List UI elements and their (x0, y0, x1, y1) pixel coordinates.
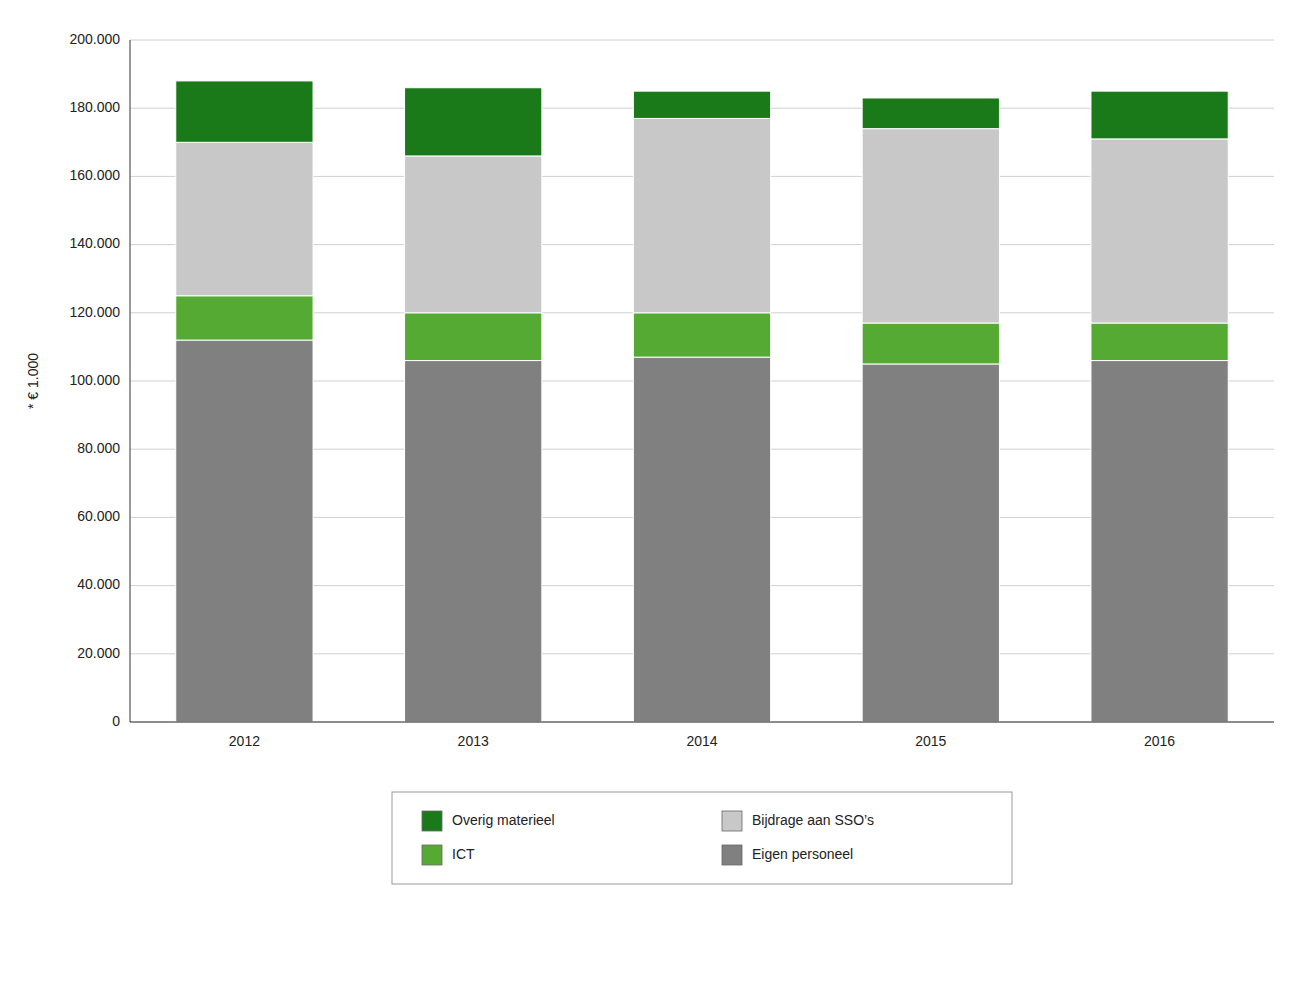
legend-label: Bijdrage aan SSO’s (752, 812, 874, 828)
x-axis-line (130, 722, 1274, 723)
page: {"chart_data": {"type": "bar", "stacked"… (0, 0, 1314, 982)
y-tick-label: 180.000 (69, 99, 120, 115)
legend-label: ICT (452, 846, 475, 862)
bar-segment (1091, 91, 1228, 139)
y-tick-label: 140.000 (69, 235, 120, 251)
y-tick-label: 120.000 (69, 304, 120, 320)
y-tick-label: 20.000 (77, 645, 120, 661)
bar-segment (633, 91, 770, 118)
chart-container: 0 20.000 40.000 60.000 80.000 100.000 120.000 1… (0, 0, 1314, 982)
legend-swatch (422, 811, 442, 831)
y-ticks: 0 20.000 40.000 60.000 80.000 100.000 120.000 1… (69, 31, 120, 729)
bar-segment (176, 81, 313, 142)
bar-segment (176, 340, 313, 722)
bar-segment (176, 142, 313, 295)
bar-segment (405, 88, 542, 156)
x-ticks: 2012 2013 2014 2015 2016 (229, 733, 1176, 749)
y-tick-label: 0 (112, 713, 120, 729)
y-axis-label: * € 1.000 (25, 353, 41, 409)
y-axis-line (130, 40, 131, 722)
x-tick-label: 2016 (1144, 733, 1175, 749)
y-tick-label: 160.000 (69, 167, 120, 183)
y-tick-label: 80.000 (77, 440, 120, 456)
x-tick-label: 2014 (686, 733, 717, 749)
bar-segment (1091, 361, 1228, 722)
legend-label: Eigen personeel (752, 846, 853, 862)
legend-swatch (422, 845, 442, 865)
bar-segment (862, 323, 999, 364)
grid-line (130, 722, 1274, 723)
bar-segment (1091, 139, 1228, 323)
x-tick-label: 2012 (229, 733, 260, 749)
bars (176, 81, 1228, 722)
bar-segment (176, 296, 313, 340)
bar-segment (405, 313, 542, 361)
bar-segment (1091, 323, 1228, 361)
chart-svg: 0 20.000 40.000 60.000 80.000 100.000 120.000 1… (0, 0, 1314, 982)
bar-segment (862, 364, 999, 722)
x-tick-label: 2013 (458, 733, 489, 749)
bar-segment (633, 118, 770, 312)
grid (130, 40, 1274, 722)
legend-label: Overig materieel (452, 812, 555, 828)
bar-segment (862, 129, 999, 323)
y-tick-label: 60.000 (77, 508, 120, 524)
bar-segment (405, 156, 542, 313)
y-tick-label: 200.000 (69, 31, 120, 47)
x-tick-label: 2015 (915, 733, 946, 749)
bar-segment (405, 361, 542, 722)
y-tick-label: 100.000 (69, 372, 120, 388)
legend-swatch (722, 845, 742, 865)
legend-frame (392, 792, 1012, 884)
legend: Overig materieel Bijdrage aan SSO’s ICT Eig… (392, 792, 1012, 884)
bar-segment (862, 98, 999, 129)
bar-segment (633, 357, 770, 722)
grid-line (130, 40, 1274, 41)
y-tick-label: 40.000 (77, 576, 120, 592)
bar-segment (633, 313, 770, 357)
legend-swatch (722, 811, 742, 831)
